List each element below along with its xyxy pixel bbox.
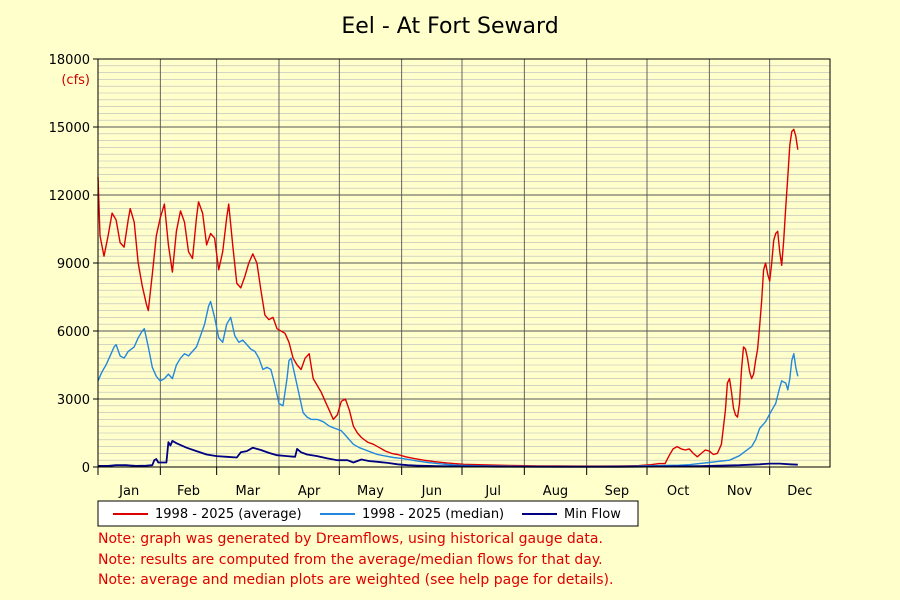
x-tick-label: Feb (177, 484, 200, 499)
series-line-2 (97, 300, 799, 468)
chart: Eel - At Fort Seward 0 3000 6000 9000 12000 1… (49, 14, 831, 527)
series-line-1 (97, 128, 799, 467)
x-tick-label: Mar (236, 484, 261, 499)
minor-gridlines (98, 65, 830, 461)
x-tick-label: Sep (605, 484, 630, 499)
x-axis-ticks: Jan Feb Mar Apr May Jun Jul Aug Sep Oct Nov Dec (97, 467, 812, 499)
y-tick-label: 9000 (57, 257, 90, 272)
y-axis-ticks: 0 3000 6000 9000 12000 15000 18000 (49, 53, 98, 476)
y-tick-label: 0 (82, 461, 90, 476)
legend-label: Min Flow (564, 507, 621, 522)
x-tick-label: Dec (787, 484, 812, 499)
x-tick-label: Nov (727, 484, 753, 499)
x-tick-label: May (357, 484, 384, 499)
y-axis-unit-label: (cfs) (61, 73, 90, 88)
y-tick-label: 18000 (49, 53, 90, 68)
legend-label: 1998 - 2025 (average) (155, 507, 302, 522)
y-tick-label: 6000 (57, 325, 90, 340)
x-tick-label: Jan (118, 484, 139, 499)
legend-label: 1998 - 2025 (median) (362, 507, 504, 522)
chart-title: Eel - At Fort Seward (341, 14, 558, 39)
plot-frame (97, 58, 831, 468)
y-tick-label: 15000 (49, 121, 90, 136)
x-tick-label: Apr (298, 484, 321, 499)
x-tick-label: Jul (484, 484, 501, 499)
y-tick-label: 12000 (49, 189, 90, 204)
note-2: Note: results are computed from the aver… (98, 552, 603, 568)
x-tick-label: Aug (543, 484, 568, 499)
y-tick-label: 3000 (57, 393, 90, 408)
series-lines (97, 128, 799, 468)
x-tick-label: Oct (667, 484, 689, 499)
note-1: Note: graph was generated by Dreamflows,… (98, 531, 603, 547)
x-tick-label: Jun (421, 484, 442, 499)
note-3: Note: average and median plots are weigh… (98, 572, 614, 588)
major-gridlines (98, 58, 830, 468)
legend: 1998 - 2025 (average) 1998 - 2025 (median… (97, 500, 639, 527)
